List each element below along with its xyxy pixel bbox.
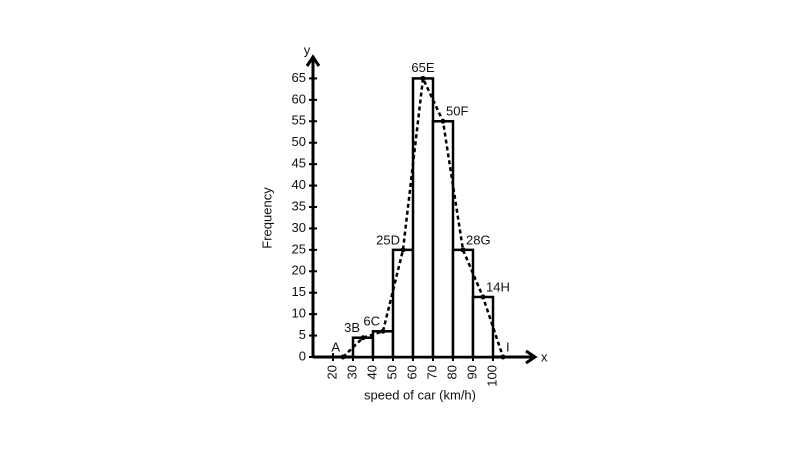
x-tick-label: 40 — [364, 365, 379, 379]
y-tick-label: 65 — [292, 70, 306, 85]
x-axis-title: speed of car (km/h) — [364, 387, 476, 402]
polygon-point — [440, 118, 446, 124]
y-tick-label: 30 — [292, 220, 306, 235]
x-tick-label: 80 — [444, 365, 459, 379]
y-tick-label: 35 — [292, 198, 306, 213]
y-tick-label: 0 — [299, 348, 306, 363]
y-tick-label: 55 — [292, 113, 306, 128]
polygon-point — [360, 335, 366, 341]
bar — [431, 120, 455, 359]
y-tick-label: 20 — [292, 263, 306, 278]
y-tick-label: 60 — [292, 91, 306, 106]
y-axis-name: y — [304, 42, 311, 57]
x-tick-label: 60 — [404, 365, 419, 379]
point-label: 65E — [411, 60, 434, 75]
bar — [391, 248, 415, 359]
x-tick-label: 20 — [324, 365, 339, 379]
y-tick-label: 15 — [292, 284, 306, 299]
x-tick-label: 70 — [424, 365, 439, 379]
point-label: 3B — [344, 320, 360, 335]
y-axis-title: Frequency — [259, 187, 274, 249]
y-tick-label: 40 — [292, 177, 306, 192]
polygon-point — [340, 354, 346, 360]
y-tick-label: 45 — [292, 156, 306, 171]
polygon-point — [480, 294, 486, 300]
y-tick-label: 10 — [292, 306, 306, 321]
point-label: 25D — [376, 232, 400, 247]
point-label: I — [506, 339, 510, 354]
polygon-point — [500, 354, 506, 360]
bar — [471, 295, 495, 359]
x-tick-label: 30 — [344, 365, 359, 379]
x-tick-label: 50 — [384, 365, 399, 379]
y-arrow — [305, 54, 321, 67]
y-tick-label: 25 — [292, 241, 306, 256]
point-label: 28G — [466, 232, 491, 247]
bar — [351, 336, 375, 359]
x-tick-label: 90 — [464, 365, 479, 379]
y-tick-label: 5 — [299, 327, 306, 342]
polygon-point — [400, 247, 406, 253]
x-tick-label: 100 — [484, 365, 499, 387]
polygon-point — [460, 247, 466, 253]
x-arrow — [525, 349, 538, 365]
bar — [371, 330, 395, 359]
point-label: 14H — [486, 279, 510, 294]
point-label: 6C — [363, 314, 380, 329]
point-label: A — [331, 339, 340, 354]
x-axis-name: x — [541, 349, 548, 364]
polygon-point — [420, 75, 426, 81]
point-label: 50F — [446, 104, 468, 119]
bar — [411, 77, 435, 359]
polygon-point — [380, 328, 386, 334]
y-tick-label: 50 — [292, 134, 306, 149]
